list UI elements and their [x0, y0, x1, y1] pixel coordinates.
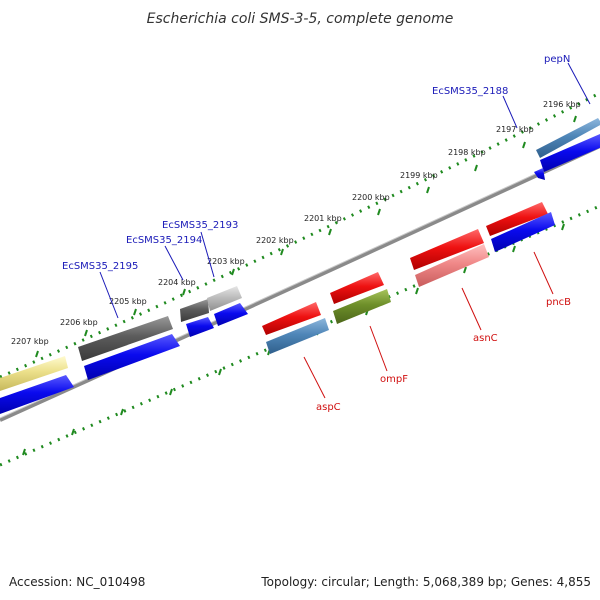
feature-light-gray-2193 [207, 286, 242, 311]
accession-text: Accession: NC_010498 [9, 575, 145, 589]
map-title: Escherichia coli SMS-3-5, complete genom… [147, 11, 454, 27]
scale-label-2198: 2198 kbp [448, 148, 486, 157]
feature-olive-ompf [333, 289, 391, 324]
feature-red-asnc-pair [410, 229, 484, 270]
feature-blue-left [0, 375, 74, 414]
gene-label-EcSMS35_2193: EcSMS35_2193 [162, 220, 238, 231]
gene-label-ompF: ompF [380, 374, 408, 385]
forward-outer-track [0, 118, 600, 391]
feature-blue-2193 [214, 303, 248, 326]
scale-label-2201: 2201 kbp [304, 214, 342, 223]
scale-labels: 2196 kbp 2197 kbp 2198 kbp 2199 kbp 2200… [11, 100, 581, 346]
gene-label-EcSMS35_2195: EcSMS35_2195 [62, 261, 138, 272]
feature-steel-aspc [266, 318, 329, 354]
gene-label-EcSMS35_2194: EcSMS35_2194 [126, 235, 202, 246]
scale-label-2204: 2204 kbp [158, 278, 196, 287]
feature-blue-2195 [84, 334, 180, 380]
feature-dark-gray-2194 [180, 299, 209, 322]
gene-label-EcSMS35_2188: EcSMS35_2188 [432, 86, 508, 97]
scale-label-2202: 2202 kbp [256, 236, 294, 245]
scale-label-2207: 2207 kbp [11, 337, 49, 346]
feature-red-ompf-pair [330, 272, 384, 304]
feature-blue-2194 [186, 317, 214, 337]
feature-red-aspc-pair [262, 302, 321, 335]
forward-inner-track [0, 134, 600, 414]
reverse-inner-track [262, 202, 548, 335]
scale-label-2205: 2205 kbp [109, 297, 147, 306]
feature-red-pncb-pair [486, 202, 548, 236]
scale-label-2203: 2203 kbp [207, 257, 245, 266]
genome-backbone [0, 144, 600, 422]
gene-label-aspC: aspC [316, 402, 341, 413]
feature-blue-pncb [491, 212, 555, 252]
scale-label-2196: 2196 kbp [543, 100, 581, 109]
inner-major-ticks [22, 223, 565, 456]
scale-label-2197: 2197 kbp [496, 125, 534, 134]
feature-steel-pepn-region [536, 118, 600, 158]
genome-backbone-highlight [0, 143, 600, 419]
genome-summary-text: Topology: circular; Length: 5,068,389 bp… [260, 575, 591, 589]
feature-dark-gray-2195 [78, 316, 173, 361]
feature-blue-arrow-small [534, 168, 545, 180]
gene-label-asnC: asnC [473, 333, 498, 344]
gene-label-pepN: pepN [544, 54, 570, 65]
scale-label-2206: 2206 kbp [60, 318, 98, 327]
gene-labels: pepN EcSMS35_2188 EcSMS35_2193 EcSMS35_2… [62, 54, 571, 413]
scale-label-2199: 2199 kbp [400, 171, 438, 180]
scale-label-2200: 2200 kbp [352, 193, 390, 202]
feature-pale-yellow [0, 356, 68, 391]
leader-lines [99, 62, 591, 399]
reverse-outer-track [266, 212, 555, 354]
feature-pink-asnc [415, 244, 489, 287]
gene-label-pncB: pncB [546, 297, 571, 308]
outer-major-ticks [35, 115, 577, 358]
feature-blue-pepn [540, 134, 600, 172]
